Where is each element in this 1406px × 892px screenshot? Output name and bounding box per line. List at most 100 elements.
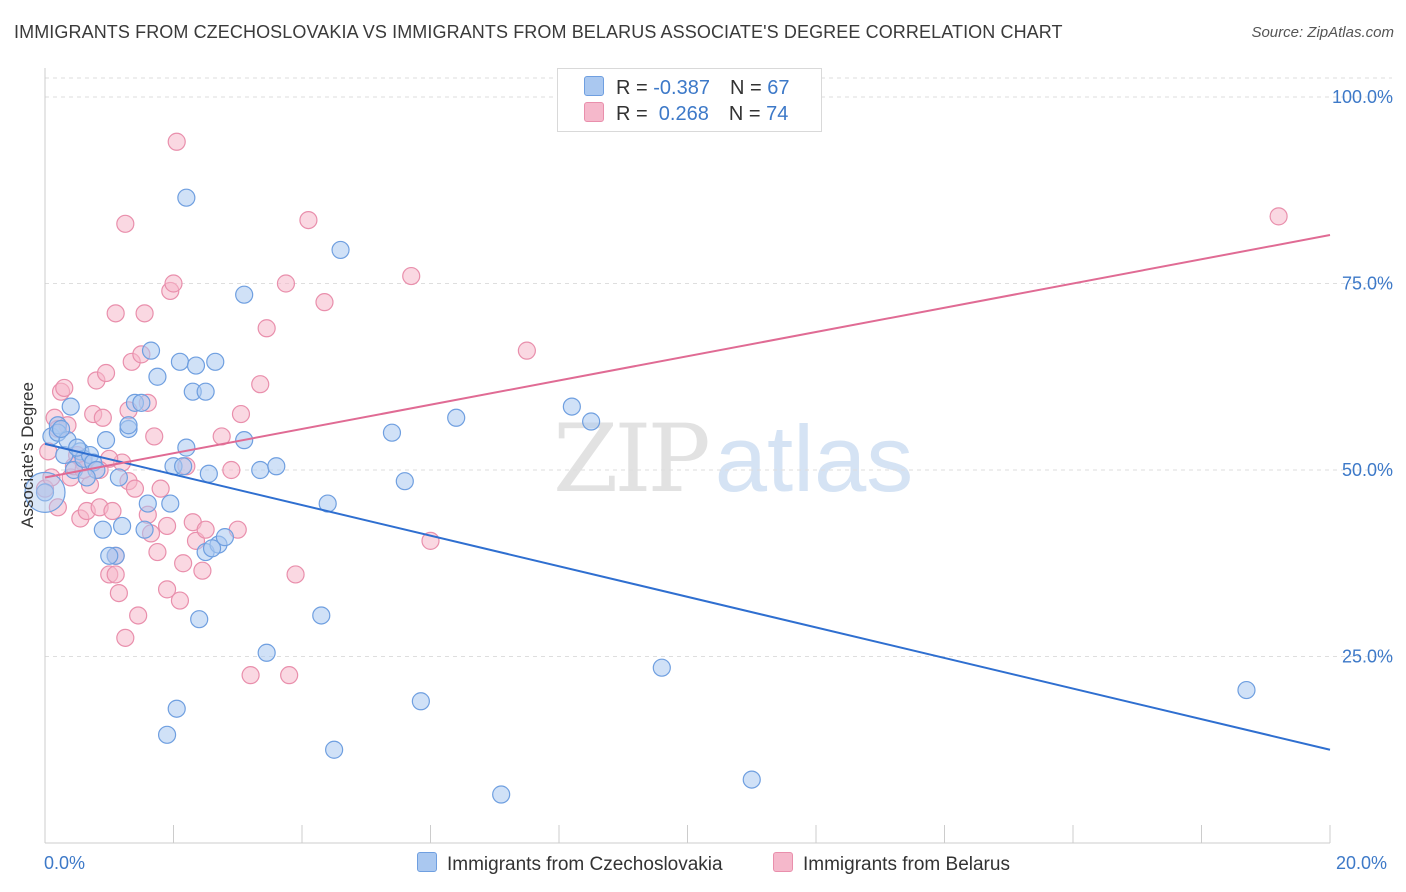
data-point: [135, 520, 154, 539]
data-point: [276, 274, 296, 293]
data-point: [35, 483, 55, 502]
data-point: [96, 431, 116, 450]
data-point: [96, 363, 116, 383]
data-point: [61, 397, 80, 416]
data-point: [286, 565, 305, 584]
data-point: [299, 210, 318, 230]
data-point: [106, 565, 125, 584]
data-point: [157, 580, 177, 599]
data-point: [167, 132, 186, 151]
data-point: [157, 725, 177, 744]
data-point: [411, 692, 430, 711]
axes: [44, 68, 1331, 844]
data-point: [170, 591, 190, 610]
chart-title: IMMIGRANTS FROM CZECHOSLOVAKIA VS IMMIGR…: [14, 22, 1063, 42]
data-point: [51, 419, 71, 439]
y-tick-label: 75.0%: [1342, 274, 1393, 294]
legend-row-belarus: R = 0.268 N = 74: [584, 102, 788, 126]
data-point: [331, 240, 350, 260]
trend-line-belarus: [44, 234, 1331, 479]
data-point: [103, 501, 122, 521]
data-point: [157, 516, 177, 536]
data-point: [582, 412, 601, 431]
data-point: [196, 520, 215, 539]
data-point: [177, 188, 196, 207]
legend-n-label: N =: [728, 103, 767, 125]
data-point: [652, 658, 671, 677]
data-point: [141, 341, 161, 360]
data-point: [395, 472, 414, 491]
data-point: [196, 382, 215, 401]
data-point: [257, 319, 276, 338]
belarus-points: [35, 132, 1288, 685]
czechoslovakia-points: [24, 188, 1256, 804]
data-point: [1269, 207, 1288, 226]
legend-r-value: -0.387: [653, 77, 710, 99]
data-point: [132, 393, 151, 412]
data-point: [177, 438, 196, 457]
data-point: [174, 457, 193, 476]
legend-n-value: 74: [766, 103, 789, 125]
bottom-legend-czechoslovakia: Immigrants from Czechoslovakia: [417, 852, 723, 876]
data-point: [215, 528, 234, 547]
y-axis-label: Associate's Degree: [18, 382, 37, 528]
data-point: [145, 427, 164, 446]
data-point: [174, 554, 193, 573]
data-point: [55, 378, 74, 398]
data-point: [116, 628, 135, 647]
grid-lines: [45, 77, 1392, 657]
legend-row-czechoslovakia: R = -0.387 N = 67: [584, 76, 789, 100]
data-point: [251, 375, 270, 394]
y-tick-label: 50.0%: [1342, 460, 1393, 480]
data-point: [109, 468, 128, 487]
data-point: [93, 520, 112, 539]
data-point: [167, 699, 186, 718]
watermark-zip: ZIP: [553, 405, 711, 514]
data-point-large: [24, 471, 66, 513]
correlation-legend: R = -0.387 N = 67 R = 0.268 N = 74: [557, 68, 822, 132]
data-point: [186, 356, 206, 375]
x-tick-label-min: 0.0%: [44, 853, 86, 873]
data-point: [222, 460, 241, 480]
data-point: [251, 460, 270, 480]
data-point: [93, 408, 112, 427]
bottom-legend-label: Immigrants from Czechoslovakia: [447, 854, 723, 875]
data-point: [312, 606, 331, 625]
bottom-legend-label: Immigrants from Belarus: [803, 854, 1010, 875]
bottom-legend-swatch-blue: [417, 852, 437, 872]
legend-r-label: R =: [616, 103, 654, 125]
data-point: [1237, 680, 1256, 700]
bottom-legend-belarus: Immigrants from Belarus: [773, 852, 1010, 876]
legend-r-value: 0.268: [653, 103, 709, 125]
trend-line-czechoslovakia: [44, 442, 1331, 751]
data-point: [257, 643, 276, 662]
watermark: ZIPatlas: [553, 405, 913, 514]
y-tick-label: 100.0%: [1332, 87, 1393, 107]
data-point: [280, 666, 299, 685]
watermark-atlas: atlas: [714, 406, 914, 511]
legend-n-label: N =: [729, 77, 768, 99]
legend-n-value: 67: [767, 77, 790, 99]
legend-swatch-blue: [584, 76, 604, 96]
data-point: [119, 416, 138, 435]
data-point: [199, 464, 218, 483]
data-point: [447, 408, 466, 427]
data-point: [116, 214, 135, 233]
data-point: [138, 494, 157, 513]
data-point: [235, 285, 254, 304]
data-point: [206, 352, 225, 371]
data-point: [517, 341, 536, 360]
data-point: [325, 740, 344, 759]
data-point: [109, 583, 128, 603]
data-point: [129, 606, 148, 625]
data-point: [106, 304, 125, 323]
data-point: [151, 479, 170, 498]
x-tick-label-max: 20.0%: [1336, 853, 1388, 873]
data-point: [492, 785, 511, 804]
data-point: [202, 539, 222, 558]
data-point: [190, 610, 209, 629]
data-point: [231, 404, 251, 424]
data-point: [161, 494, 180, 513]
data-point: [164, 274, 183, 293]
